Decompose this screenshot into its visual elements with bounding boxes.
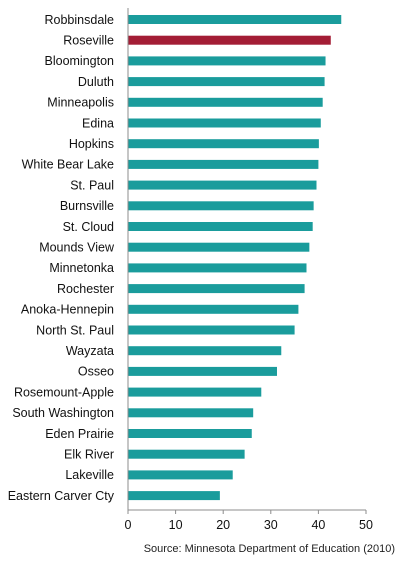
bar-south-washington <box>128 408 254 418</box>
category-label-eden-prairie: Eden Prairie <box>45 427 114 441</box>
bar-white-bear-lake <box>128 159 319 169</box>
bar-rosemount-apple <box>128 387 262 397</box>
category-label-roseville: Roseville <box>63 34 114 48</box>
category-label-rochester: Rochester <box>57 282 114 296</box>
category-label-north-st-paul: North St. Paul <box>36 323 114 337</box>
category-label-mounds-view: Mounds View <box>39 241 115 255</box>
category-label-bloomington: Bloomington <box>45 54 115 68</box>
bar-osseo <box>128 366 277 376</box>
category-label-white-bear-lake: White Bear Lake <box>22 158 114 172</box>
x-tick-label-10: 10 <box>169 518 183 532</box>
category-label-anoka-hennepin: Anoka-Hennepin <box>21 303 114 317</box>
bar-anoka-hennepin <box>128 304 299 314</box>
bar-minnetonka <box>128 263 307 273</box>
x-tick-label-30: 30 <box>264 518 278 532</box>
category-label-st-paul: St. Paul <box>70 178 114 192</box>
category-label-lakeville: Lakeville <box>65 468 114 482</box>
bar-rochester <box>128 284 305 294</box>
category-label-edina: Edina <box>82 116 114 130</box>
x-tick-label-40: 40 <box>311 518 325 532</box>
category-label-osseo: Osseo <box>78 365 114 379</box>
bar-edina <box>128 118 321 128</box>
bar-roseville <box>128 35 331 45</box>
bar-burnsville <box>128 201 314 211</box>
bars-group <box>128 15 342 501</box>
category-label-robbinsdale: Robbinsdale <box>45 13 115 27</box>
category-label-duluth: Duluth <box>78 75 114 89</box>
bar-lakeville <box>128 470 233 480</box>
bar-elk-river <box>128 449 245 459</box>
bar-st-paul <box>128 180 317 190</box>
category-label-eastern-carver-cty: Eastern Carver Cty <box>8 489 115 503</box>
source-note: Source: Minnesota Department of Educatio… <box>144 543 395 555</box>
category-label-wayzata: Wayzata <box>66 344 114 358</box>
category-label-rosemount-apple: Rosemount-Apple <box>14 385 114 399</box>
category-label-burnsville: Burnsville <box>60 199 114 213</box>
bar-robbinsdale <box>128 15 342 24</box>
bar-bloomington <box>128 56 326 66</box>
bar-minneapolis <box>128 97 323 107</box>
bar-north-st-paul <box>128 325 295 335</box>
category-label-south-washington: South Washington <box>12 406 114 420</box>
bar-hopkins <box>128 139 319 149</box>
bar-st-cloud <box>128 222 313 231</box>
category-label-hopkins: Hopkins <box>69 137 114 151</box>
bar-wayzata <box>128 346 282 356</box>
bar-mounds-view <box>128 242 310 252</box>
bar-duluth <box>128 77 325 87</box>
bar-eastern-carver-cty <box>128 491 220 501</box>
bar-eden-prairie <box>128 429 252 438</box>
x-tick-label-20: 20 <box>216 518 230 532</box>
category-label-minnetonka: Minnetonka <box>49 261 114 275</box>
x-tick-label-0: 0 <box>125 518 132 532</box>
category-label-minneapolis: Minneapolis <box>47 96 114 110</box>
category-label-st-cloud: St. Cloud <box>63 220 114 234</box>
category-labels: Robbinsdale Roseville Bloomington Duluth Min… <box>8 13 115 503</box>
category-label-elk-river: Elk River <box>64 448 114 462</box>
x-axis-ticks: 0 10 20 30 40 50 <box>125 510 373 532</box>
x-tick-label-50: 50 <box>359 518 373 532</box>
